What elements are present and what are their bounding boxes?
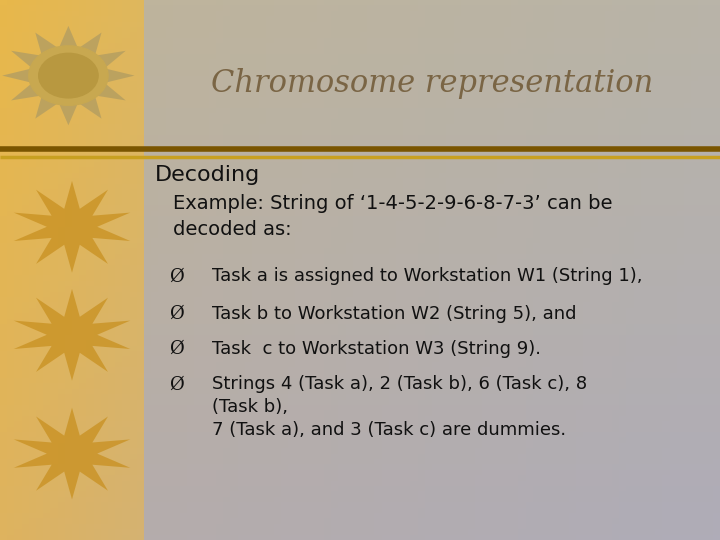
Text: Ø: Ø <box>169 305 184 323</box>
Polygon shape <box>14 408 130 500</box>
Text: Task a is assigned to Workstation W1 (String 1),: Task a is assigned to Workstation W1 (St… <box>212 267 643 285</box>
Text: Chromosome representation: Chromosome representation <box>211 68 653 99</box>
Circle shape <box>39 53 98 98</box>
Text: Ø: Ø <box>169 340 184 358</box>
Polygon shape <box>14 181 130 273</box>
Text: Task b to Workstation W2 (String 5), and: Task b to Workstation W2 (String 5), and <box>212 305 577 323</box>
Text: Strings 4 (Task a), 2 (Task b), 6 (Task c), 8
(Task b),
7 (Task a), and 3 (Task : Strings 4 (Task a), 2 (Task b), 6 (Task … <box>212 375 588 439</box>
Text: Example: String of ‘1-4-5-2-9-6-8-7-3’ can be
decoded as:: Example: String of ‘1-4-5-2-9-6-8-7-3’ c… <box>173 194 612 239</box>
Polygon shape <box>14 289 130 381</box>
Polygon shape <box>2 26 135 125</box>
Text: Ø: Ø <box>169 267 184 285</box>
Text: Decoding: Decoding <box>155 165 260 185</box>
Text: Task  c to Workstation W3 (String 9).: Task c to Workstation W3 (String 9). <box>212 340 541 358</box>
Text: Ø: Ø <box>169 375 184 393</box>
Circle shape <box>29 46 108 105</box>
